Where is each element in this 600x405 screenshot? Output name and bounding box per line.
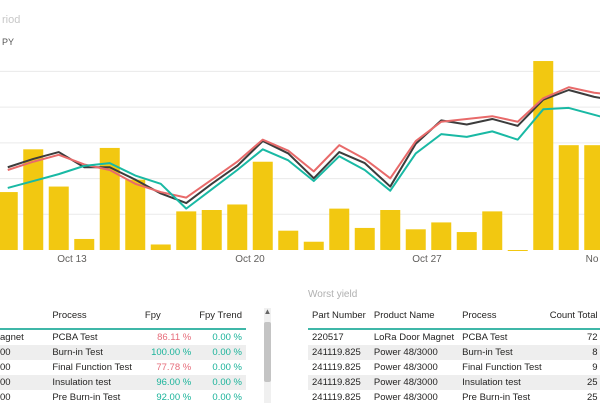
scrollbar-thumb[interactable] <box>264 322 271 382</box>
table-row[interactable]: 00 Insulation test 96.00 % 0.00 % <box>0 375 246 390</box>
part-number-cell: 241119.825 <box>308 345 370 360</box>
column-header[interactable]: Process <box>458 302 546 330</box>
product-name-cell: LoRa Door Magnet <box>373 332 455 343</box>
part-cell: 00 <box>0 375 49 390</box>
count-bar[interactable] <box>354 227 375 250</box>
fpy-trend-cell: 0.00 % <box>212 392 242 403</box>
fpy-trend-cell: 0.00 % <box>195 345 246 360</box>
table-header-row: Part Number Product Name Process Count T… <box>308 302 600 330</box>
product-name-cell: Power 48/3000 <box>373 362 438 373</box>
table-row[interactable]: 220517 LoRa Door Magnet PCBA Test 72 <box>308 329 600 345</box>
part-cell: 00 <box>0 362 11 373</box>
fpy-chart: Oct 13 Oct 20 Oct 27 No <box>0 61 600 265</box>
table-row[interactable]: agnet PCBA Test 86.11 % 0.00 % <box>0 329 246 345</box>
count-bar[interactable] <box>74 238 95 250</box>
product-name-cell: Power 48/3000 <box>369 375 459 390</box>
table-row[interactable]: 241119.825 Power 48/3000 Pre Burn-in Test 2… <box>308 390 600 405</box>
fpy-trend-cell: 0.00 % <box>212 362 242 373</box>
legend-label: PY <box>2 37 15 47</box>
part-cell: agnet <box>0 332 24 343</box>
x-tick-label: Oct 20 <box>235 254 265 265</box>
fpy-trend-cell: 0.00 % <box>212 332 242 343</box>
part-number-cell: 241119.825 <box>312 392 361 403</box>
column-header[interactable]: Process <box>48 302 141 330</box>
count-bar[interactable] <box>380 210 401 250</box>
count-total-cell: 72 <box>587 332 598 343</box>
worst-yield-table: Part Number Product Name Process Count T… <box>308 302 600 405</box>
process-cell: Final Function Test <box>462 362 542 373</box>
count-bar[interactable] <box>558 145 579 250</box>
count-bar[interactable] <box>482 211 503 250</box>
fpy-trend-cell: 0.00 % <box>195 375 246 390</box>
count-bar[interactable] <box>584 145 600 250</box>
process-cell: Pre Burn-in Test <box>52 392 121 403</box>
process-cell: Final Function Test <box>52 362 132 373</box>
count-bar[interactable] <box>533 61 554 250</box>
count-total-cell: 25 <box>545 375 600 390</box>
fpy-cell: 100.00 % <box>140 345 196 360</box>
fpy-cell: 96.00 % <box>140 375 196 390</box>
worst-yield-title: Worst yield <box>308 289 358 300</box>
count-bar[interactable] <box>23 149 44 250</box>
process-cell: Burn-in Test <box>458 345 546 360</box>
fpy-table: Process Fpy Fpy Trend agnet PCBA Test 86.1… <box>0 302 246 405</box>
table-header-row: Process Fpy Fpy Trend <box>0 302 246 330</box>
part-cell: 00 <box>0 392 11 403</box>
process-cell: Insulation test <box>48 375 141 390</box>
product-name-cell: Power 48/3000 <box>373 392 438 403</box>
column-header[interactable]: Part Number <box>308 302 370 330</box>
fpy-cell: 92.00 % <box>156 392 192 403</box>
process-cell: PCBA Test <box>462 332 508 343</box>
scroll-up-icon[interactable]: ▲ <box>263 307 272 316</box>
process-cell: Burn-in Test <box>48 345 141 360</box>
count-bar[interactable] <box>125 179 146 250</box>
count-bar[interactable] <box>278 230 299 250</box>
count-bar[interactable] <box>507 250 528 251</box>
table-row[interactable]: 00 Burn-in Test 100.00 % 0.00 % <box>0 345 246 360</box>
process-cell: Insulation test <box>458 375 546 390</box>
count-bar[interactable] <box>176 211 197 250</box>
column-header[interactable]: Fpy <box>140 302 196 330</box>
count-bar[interactable] <box>150 244 171 250</box>
table-row[interactable]: 00 Final Function Test 77.78 % 0.00 % <box>0 360 246 375</box>
table-row[interactable]: 00 Pre Burn-in Test 92.00 % 0.00 % <box>0 390 246 405</box>
count-bar[interactable] <box>431 222 452 250</box>
count-bar[interactable] <box>252 161 273 250</box>
count-bar[interactable] <box>48 186 69 250</box>
process-cell: PCBA Test <box>52 332 98 343</box>
series-line[interactable] <box>7 89 600 205</box>
series-line[interactable] <box>7 86 600 199</box>
product-name-cell: Power 48/3000 <box>369 345 459 360</box>
count-total-cell: 8 <box>545 345 600 360</box>
column-header[interactable]: Count Total <box>545 302 600 330</box>
fpy-cell: 86.11 % <box>157 332 192 343</box>
part-cell: 00 <box>0 345 49 360</box>
count-bar[interactable] <box>227 204 248 250</box>
x-tick-label: Oct 27 <box>412 254 442 265</box>
count-bar[interactable] <box>303 241 324 250</box>
count-bar[interactable] <box>329 208 350 250</box>
table-row[interactable]: 241119.825 Power 48/3000 Final Function Te… <box>308 360 600 375</box>
column-header[interactable]: Product Name <box>369 302 459 330</box>
column-header[interactable] <box>0 302 49 330</box>
count-total-cell: 25 <box>587 392 598 403</box>
series-line[interactable] <box>7 106 600 210</box>
process-cell: Pre Burn-in Test <box>462 392 531 403</box>
count-bar[interactable] <box>201 210 222 250</box>
x-tick-label: Oct 13 <box>57 254 87 265</box>
part-number-cell: 220517 <box>312 332 344 343</box>
x-tick-label: No <box>586 254 599 265</box>
fpy-cell: 77.78 % <box>156 362 192 373</box>
part-number-cell: 241119.825 <box>312 362 361 373</box>
chart-title: riod <box>2 14 21 26</box>
count-bar[interactable] <box>456 232 477 250</box>
count-bar[interactable] <box>405 229 426 250</box>
column-header[interactable]: Fpy Trend <box>195 302 246 330</box>
part-number-cell: 241119.825 <box>308 375 370 390</box>
table-row[interactable]: 241119.825 Power 48/3000 Insulation test 25 <box>308 375 600 390</box>
table-row[interactable]: 241119.825 Power 48/3000 Burn-in Test 8 <box>308 345 600 360</box>
count-total-cell: 9 <box>592 362 598 373</box>
count-bar[interactable] <box>0 192 18 250</box>
